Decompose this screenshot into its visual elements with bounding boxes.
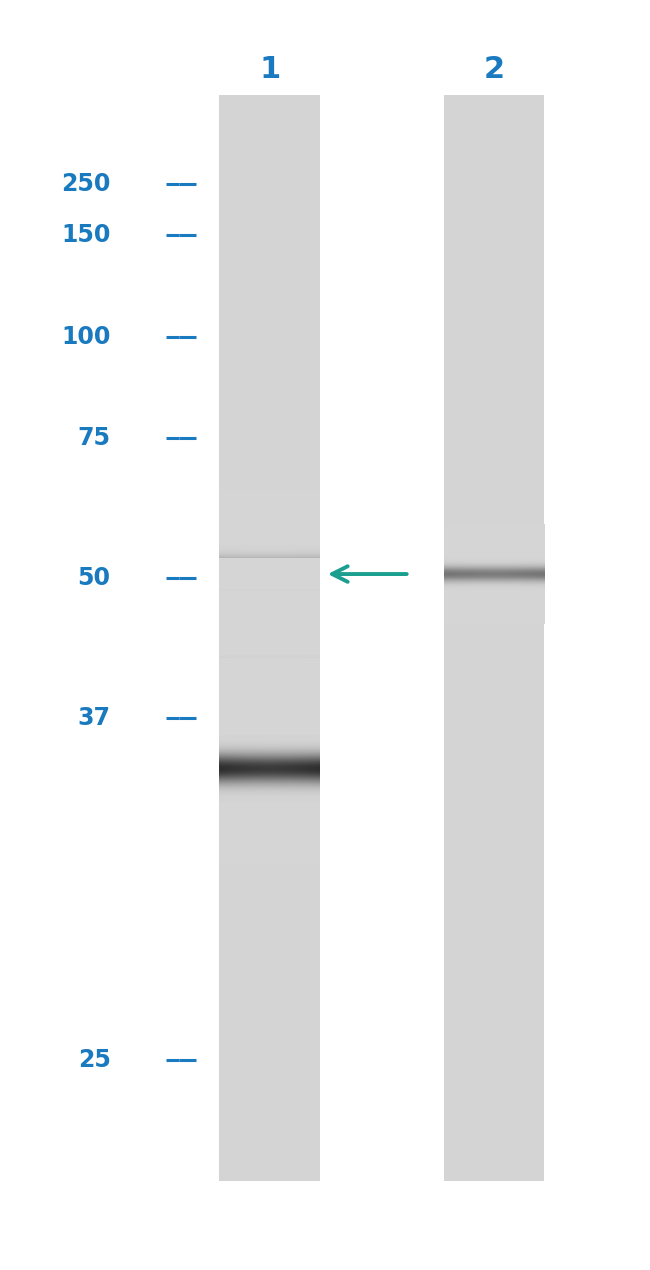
Bar xyxy=(443,95,545,1181)
Text: 150: 150 xyxy=(61,224,110,246)
Text: 250: 250 xyxy=(61,173,110,196)
Text: 2: 2 xyxy=(484,56,504,84)
Text: 50: 50 xyxy=(77,566,110,589)
Text: 100: 100 xyxy=(61,325,110,348)
Text: 25: 25 xyxy=(77,1049,110,1072)
Text: 75: 75 xyxy=(77,427,110,450)
Bar xyxy=(219,95,320,1181)
Text: 37: 37 xyxy=(77,706,110,729)
Text: 1: 1 xyxy=(259,56,280,84)
